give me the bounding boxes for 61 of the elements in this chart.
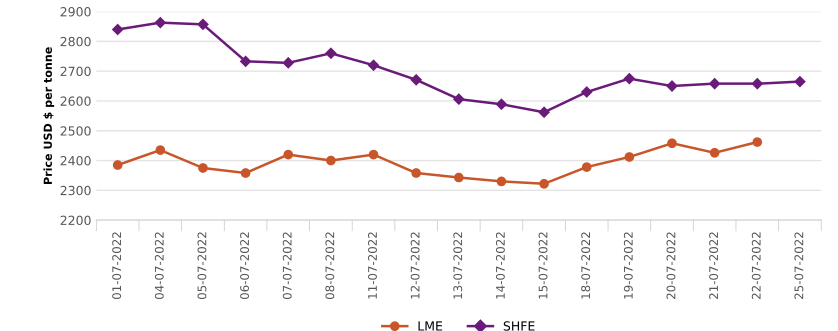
point <box>624 73 635 84</box>
x-tick-label: 15-07-2022 <box>538 232 548 299</box>
point <box>112 24 124 36</box>
point <box>411 168 422 178</box>
point <box>582 162 592 172</box>
point <box>282 57 294 68</box>
point <box>752 137 762 147</box>
x-tick-label: 21-07-2022 <box>709 232 718 299</box>
x-tick-label: 07-07-2022 <box>282 232 292 300</box>
point <box>667 138 677 148</box>
point <box>368 60 380 71</box>
point <box>325 48 336 59</box>
point <box>496 176 506 186</box>
point <box>794 76 806 88</box>
point <box>752 78 763 90</box>
x-tick-label: 06-07-2022 <box>240 232 250 300</box>
y-tick-label: 2600 <box>60 96 91 106</box>
point <box>410 74 422 86</box>
x-tick-label: 11-07-2022 <box>368 232 377 299</box>
x-tick-label: 08-07-2022 <box>325 232 334 300</box>
point <box>581 86 592 98</box>
x-tick-label: 20-07-2022 <box>666 232 676 299</box>
x-tick-label: 05-07-2022 <box>197 232 206 300</box>
legend-label: SHFE <box>504 321 535 331</box>
point <box>240 56 252 67</box>
y-tick-label: 2400 <box>60 156 91 166</box>
x-tick-label: 12-07-2022 <box>410 232 420 299</box>
point <box>709 78 720 90</box>
point <box>154 17 166 28</box>
point <box>197 18 209 30</box>
y-tick-label: 2800 <box>60 36 91 46</box>
point <box>326 156 336 166</box>
x-tick-label: 18-07-2022 <box>581 232 590 299</box>
point <box>538 106 550 118</box>
point <box>710 148 720 158</box>
point <box>539 178 549 189</box>
point <box>112 160 123 170</box>
point <box>453 94 464 105</box>
y-tick-label: 2900 <box>60 7 91 17</box>
point <box>368 150 378 160</box>
x-tick-label: 25-07-2022 <box>794 232 804 299</box>
x-tick-label: 19-07-2022 <box>624 232 633 299</box>
x-tick-label: 14-07-2022 <box>496 232 505 299</box>
y-axis-title: Price USD $ per tonne <box>43 47 54 184</box>
point <box>666 80 678 92</box>
point <box>198 163 208 173</box>
x-tick-label: 22-07-2022 <box>752 232 761 299</box>
point <box>454 172 464 182</box>
y-tick-label: 2700 <box>60 66 91 76</box>
point <box>155 145 166 155</box>
point <box>624 152 634 162</box>
x-tick-label: 01-07-2022 <box>112 232 122 300</box>
point <box>496 98 508 110</box>
y-tick-label: 2300 <box>60 186 91 196</box>
point <box>283 150 294 160</box>
point <box>240 168 250 178</box>
y-tick-label: 2500 <box>60 126 91 136</box>
legend-label: LME <box>418 321 442 331</box>
y-tick-label: 2200 <box>60 216 91 226</box>
x-tick-label: 04-07-2022 <box>154 232 164 300</box>
x-tick-label: 13-07-2022 <box>453 232 462 299</box>
